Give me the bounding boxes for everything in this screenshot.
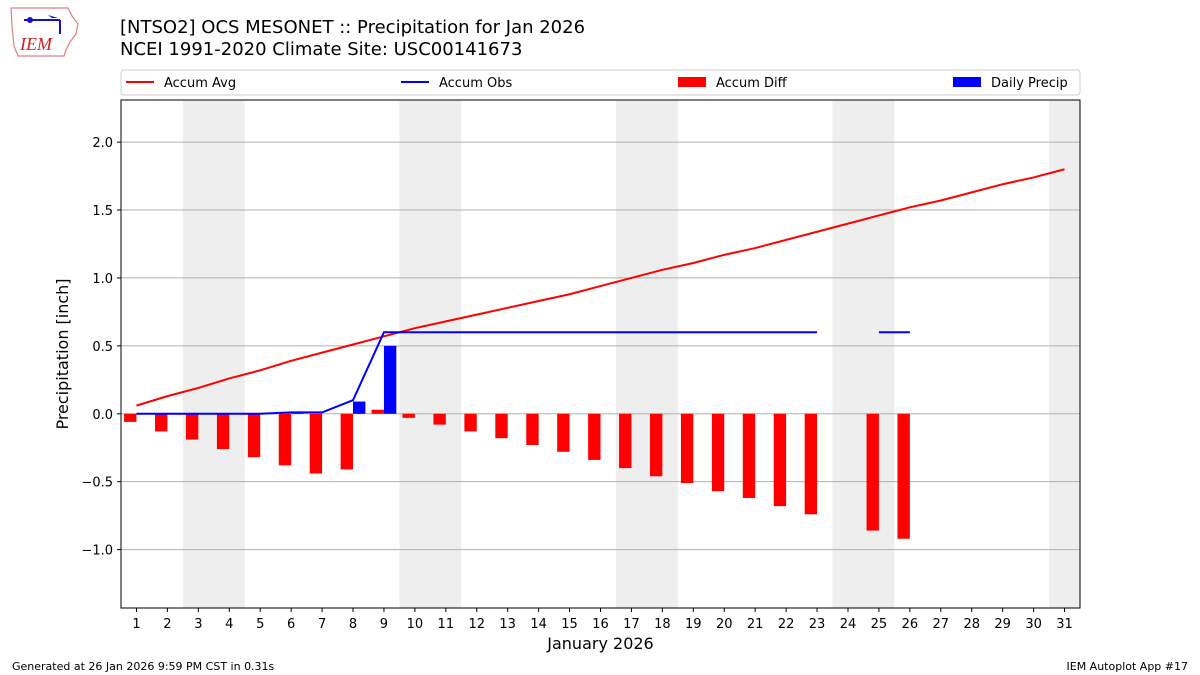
y-axis-label: Precipitation [inch] [53, 278, 72, 429]
x-axis-label: January 2026 [546, 634, 653, 653]
bar-accum-diff [526, 413, 539, 446]
weekend-shade [399, 100, 462, 608]
x-tick-label: 8 [349, 617, 357, 632]
x-tick-label: 4 [225, 617, 233, 632]
x-tick-label: 10 [407, 617, 424, 632]
x-tick-label: 24 [840, 617, 857, 632]
y-tick-label: 2.0 [92, 136, 113, 151]
x-tick-label: 13 [499, 617, 516, 632]
bar-accum-diff [649, 413, 663, 477]
x-tick-label: 2 [163, 617, 171, 632]
weekend-shade [1049, 100, 1080, 608]
x-tick-label: 7 [318, 617, 326, 632]
footer-generated: Generated at 26 Jan 2026 9:59 PM CST in … [12, 660, 275, 673]
y-tick-label: 1.0 [92, 272, 113, 287]
x-tick-label: 26 [902, 617, 919, 632]
line-accum-obs [136, 331, 818, 415]
x-tick-label: 3 [194, 617, 202, 632]
x-tick-label: 11 [438, 617, 455, 632]
bar-accum-diff [278, 413, 292, 466]
bar-accum-diff [185, 413, 199, 440]
legend-label: Accum Avg [164, 76, 236, 91]
bar-accum-diff [155, 413, 168, 432]
bar-accum-diff [711, 413, 725, 492]
legend-label: Accum Diff [716, 76, 788, 91]
x-tick-label: 25 [871, 617, 888, 632]
bar-daily-precip [353, 401, 366, 414]
y-tick-label: −0.5 [81, 476, 113, 491]
bar-accum-diff [340, 413, 354, 470]
y-tick-label: 0.0 [92, 408, 113, 423]
x-tick-label: 1 [132, 617, 140, 632]
x-tick-label: 15 [561, 617, 578, 632]
footer-app: IEM Autoplot App #17 [1066, 660, 1189, 673]
x-tick-label: 22 [778, 617, 795, 632]
bar-accum-diff [433, 413, 446, 425]
y-tick-label: 0.5 [92, 340, 113, 355]
bar-accum-diff [866, 413, 879, 531]
plot-frame [120, 99, 1081, 609]
bar-daily-precip [383, 345, 397, 414]
bar-accum-diff [309, 413, 323, 474]
bar-accum-diff [464, 413, 477, 432]
legend-label: Daily Precip [991, 76, 1068, 91]
bar-accum-diff [402, 413, 415, 418]
weekend-shade [182, 100, 245, 608]
y-tick-label: 1.5 [92, 204, 113, 219]
bar-accum-diff [773, 413, 787, 507]
x-tick-label: 12 [468, 617, 485, 632]
x-tick-label: 20 [716, 617, 733, 632]
x-tick-label: 5 [256, 617, 264, 632]
x-tick-label: 21 [747, 617, 764, 632]
chart-title: [NTSO2] OCS MESONET :: Precipitation for… [120, 17, 586, 38]
x-tick-label: 14 [530, 617, 547, 632]
legend-swatch [678, 77, 706, 87]
legend-swatch [953, 77, 981, 87]
legend [120, 69, 1081, 96]
x-tick-label: 28 [963, 617, 980, 632]
bar-accum-diff [680, 413, 694, 484]
x-tick-label: 6 [287, 617, 295, 632]
bar-accum-diff [619, 413, 632, 469]
bar-accum-diff [588, 413, 601, 460]
bar-accum-diff [804, 413, 818, 515]
bar-accum-diff [897, 413, 910, 539]
bar-accum-diff [742, 413, 756, 498]
x-tick-label: 16 [592, 617, 609, 632]
x-tick-label: 18 [654, 617, 671, 632]
x-tick-label: 17 [623, 617, 640, 632]
x-tick-label: 27 [933, 617, 950, 632]
svg-text:IEM: IEM [19, 34, 53, 54]
x-tick-label: 23 [809, 617, 826, 632]
weekend-shade [615, 100, 678, 608]
logo: IEM [8, 6, 80, 58]
bar-accum-diff [124, 413, 137, 422]
legend-label: Accum Obs [439, 76, 512, 91]
chart-subtitle: NCEI 1991-2020 Climate Site: USC00141673 [120, 39, 523, 60]
x-tick-label: 31 [1056, 617, 1073, 632]
x-tick-label: 29 [994, 617, 1011, 632]
x-tick-label: 19 [685, 617, 702, 632]
x-tick-label: 30 [1025, 617, 1042, 632]
weekend-shade [832, 100, 895, 608]
bar-accum-diff [247, 413, 261, 458]
bar-accum-diff [557, 413, 570, 452]
bar-accum-diff [216, 413, 230, 450]
x-tick-label: 9 [380, 617, 388, 632]
bar-accum-diff [495, 413, 508, 439]
line-accum-avg [136, 168, 1065, 407]
bar-accum-diff [371, 409, 384, 414]
y-tick-label: −1.0 [81, 544, 113, 559]
